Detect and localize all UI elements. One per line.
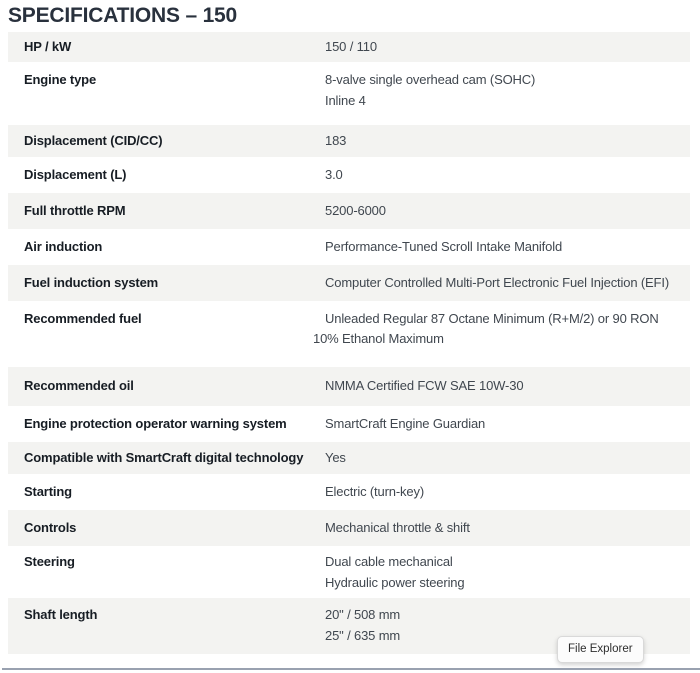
spec-row-engine-type: Engine type 8-valve single overhead cam … [8,62,690,125]
spec-value: 150 / 110 [313,37,690,57]
bottom-edge-line [2,668,700,670]
spec-row-controls: Controls Mechanical throttle & shift [8,510,690,546]
spec-label-text: Recommended oil [24,378,134,393]
spec-label-text: Full throttle RPM [24,203,126,218]
spec-row-recommended-oil: Recommended oil NMMA Certified FCW SAE 1… [8,367,690,406]
spec-row-starting: Starting Electric (turn-key) [8,474,690,510]
spec-label-text: Engine protection operator warning syste… [24,416,287,431]
spec-row-hp-kw: HP / kW 150 / 110 [8,32,690,62]
spec-value-text: Performance-Tuned Scroll Intake Manifold [325,239,563,254]
spec-value-text: Unleaded Regular 87 Octane Minimum (R+M/… [313,311,659,346]
spec-label: Displacement (L) [8,165,313,185]
spec-label: Displacement (CID/CC) [8,131,313,151]
spec-label: Steering [8,552,313,593]
spec-label: Air induction [8,237,313,257]
spec-value: NMMA Certified FCW SAE 10W-30 [313,376,690,396]
spec-label-text: Recommended fuel [24,311,142,326]
spec-value: Unleaded Regular 87 Octane Minimum (R+M/… [313,309,690,349]
spec-label: HP / kW [8,37,313,57]
spec-label: Shaft length [8,605,313,646]
spec-value: 183 [313,131,690,151]
spec-value-text: 150 / 110 [325,39,377,54]
spec-value-text: Computer Controlled Multi-Port Electroni… [325,275,669,290]
spec-row-shaft-length: Shaft length 20" / 508 mm 25" / 635 mm [8,598,690,654]
file-explorer-button[interactable]: File Explorer [557,636,644,663]
spec-value: Performance-Tuned Scroll Intake Manifold [313,237,690,257]
spec-row-displacement-l: Displacement (L) 3.0 [8,157,690,193]
spec-value: 5200-6000 [313,201,690,221]
spec-value: 3.0 [313,165,690,185]
spec-value: Electric (turn-key) [313,482,690,502]
spec-label-text: HP / kW [24,39,72,54]
spec-value-text: Dual cable mechanical [325,554,453,569]
spec-value-text: Hydraulic power steering [325,575,465,590]
spec-label-text: Air induction [24,239,103,254]
spec-row-fuel-induction: Fuel induction system Computer Controlle… [8,265,690,301]
page-title: SPECIFICATIONS – 150 [8,4,238,27]
specifications-table: HP / kW 150 / 110 Engine type 8-valve si… [8,32,690,654]
spec-row-displacement-cid: Displacement (CID/CC) 183 [8,125,690,157]
spec-value: 20" / 508 mm 25" / 635 mm [313,605,690,646]
spec-row-engine-protection: Engine protection operator warning syste… [8,406,690,442]
spec-value-text: 183 [325,133,347,148]
spec-label: Engine type [8,70,313,111]
spec-label-text: Starting [24,484,72,499]
spec-label: Starting [8,482,313,502]
spec-value-text: 25" / 635 mm [325,628,401,643]
spec-value-text: 8-valve single overhead cam (SOHC) [325,72,536,87]
spec-value: Computer Controlled Multi-Port Electroni… [313,273,690,293]
spec-label-text: Displacement (L) [24,167,127,182]
spec-label-text: Compatible with SmartCraft digital techn… [24,450,304,465]
spec-label-text: Displacement (CID/CC) [24,133,163,148]
spec-label-text: Shaft length [24,607,98,622]
spec-value-text: Yes [325,450,346,465]
spec-value-text: 5200-6000 [325,203,386,218]
spec-label: Fuel induction system [8,273,313,293]
spec-value: Dual cable mechanical Hydraulic power st… [313,552,690,593]
spec-label: Recommended fuel [8,309,313,349]
spec-label-text: Controls [24,520,77,535]
spec-label: Compatible with SmartCraft digital techn… [8,448,313,468]
spec-label: Engine protection operator warning syste… [8,414,313,434]
spec-value: SmartCraft Engine Guardian [313,414,690,434]
spec-label: Recommended oil [8,376,313,396]
spec-label-text: Engine type [24,72,97,87]
spec-label-text: Fuel induction system [24,275,159,290]
spec-value: Mechanical throttle & shift [313,518,690,538]
spec-value-text: Inline 4 [325,93,366,108]
spec-value: 8-valve single overhead cam (SOHC) Inlin… [313,70,690,111]
spec-value-text: NMMA Certified FCW SAE 10W-30 [325,378,524,393]
spec-row-steering: Steering Dual cable mechanical Hydraulic… [8,546,690,598]
spec-value-text: SmartCraft Engine Guardian [325,416,486,431]
spec-value: Yes [313,448,690,468]
spec-value-text: Mechanical throttle & shift [325,520,470,535]
spec-label: Controls [8,518,313,538]
spec-row-smartcraft-compatible: Compatible with SmartCraft digital techn… [8,442,690,474]
spec-row-air-induction: Air induction Performance-Tuned Scroll I… [8,229,690,265]
spec-label-text: Steering [24,554,75,569]
spec-row-recommended-fuel: Recommended fuel Unleaded Regular 87 Oct… [8,301,690,367]
spec-row-full-throttle-rpm: Full throttle RPM 5200-6000 [8,193,690,229]
spec-value-text: 20" / 508 mm [325,607,401,622]
spec-value-text: Electric (turn-key) [325,484,424,499]
spec-value-text: 3.0 [325,167,343,182]
spec-label: Full throttle RPM [8,201,313,221]
